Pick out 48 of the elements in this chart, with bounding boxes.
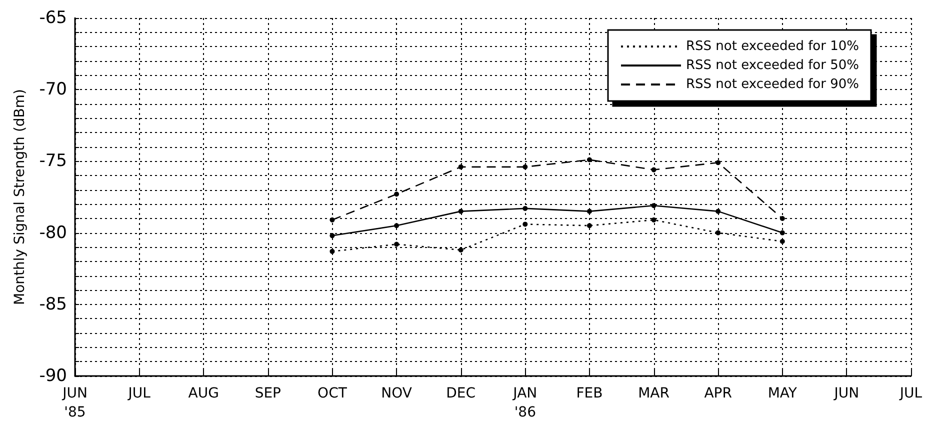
point <box>330 217 335 222</box>
point <box>716 230 721 236</box>
y-tick-label: -70 <box>39 80 67 100</box>
x-tick-label: DEC <box>446 386 476 402</box>
x-tick-label: AUG <box>188 386 219 402</box>
point <box>780 230 785 236</box>
legend-label: RSS not exceeded for 10% <box>686 39 860 54</box>
legend-label: RSS not exceeded for 90% <box>686 77 860 92</box>
point <box>330 233 335 238</box>
point <box>586 208 592 214</box>
point <box>458 208 464 214</box>
point <box>780 216 785 221</box>
point <box>780 238 785 244</box>
x-tick-label: OCT <box>318 386 348 402</box>
x-tick-label: JUL <box>127 386 151 402</box>
x-tick-label: NOV <box>381 386 412 402</box>
point <box>458 164 464 170</box>
point <box>458 247 464 252</box>
point <box>394 223 400 228</box>
legend-label: RSS not exceeded for 50% <box>686 58 860 73</box>
x-tick-label: JUN <box>833 386 860 402</box>
x-tick-label: APR <box>704 386 732 402</box>
point <box>586 157 592 162</box>
point <box>651 217 656 222</box>
point <box>651 203 656 208</box>
y-tick-label: -90 <box>39 366 67 386</box>
point <box>586 223 592 228</box>
point <box>522 222 528 227</box>
point <box>716 160 721 166</box>
x-tick-label: FEB <box>576 386 603 402</box>
y-tick-label: -75 <box>39 151 67 172</box>
point <box>716 208 721 214</box>
x-tick-label: JAN '86 <box>512 386 538 420</box>
y-tick-label: -80 <box>39 222 67 243</box>
y-tick-label: -85 <box>39 294 67 314</box>
x-tick-label: JUL <box>898 386 922 402</box>
x-tick-label: MAR <box>638 386 670 402</box>
y-tick-label: -65 <box>39 8 67 28</box>
x-tick-label: SEP <box>254 386 282 402</box>
point <box>394 242 400 247</box>
point <box>394 192 400 197</box>
point <box>522 164 528 170</box>
point <box>522 206 528 211</box>
point <box>330 248 335 254</box>
point <box>651 167 656 172</box>
x-tick-label: JUN '85 <box>62 386 88 420</box>
y-axis-title: Monthly Signal Strength (dBm) <box>12 88 28 306</box>
x-tick-label: MAY <box>768 386 798 402</box>
